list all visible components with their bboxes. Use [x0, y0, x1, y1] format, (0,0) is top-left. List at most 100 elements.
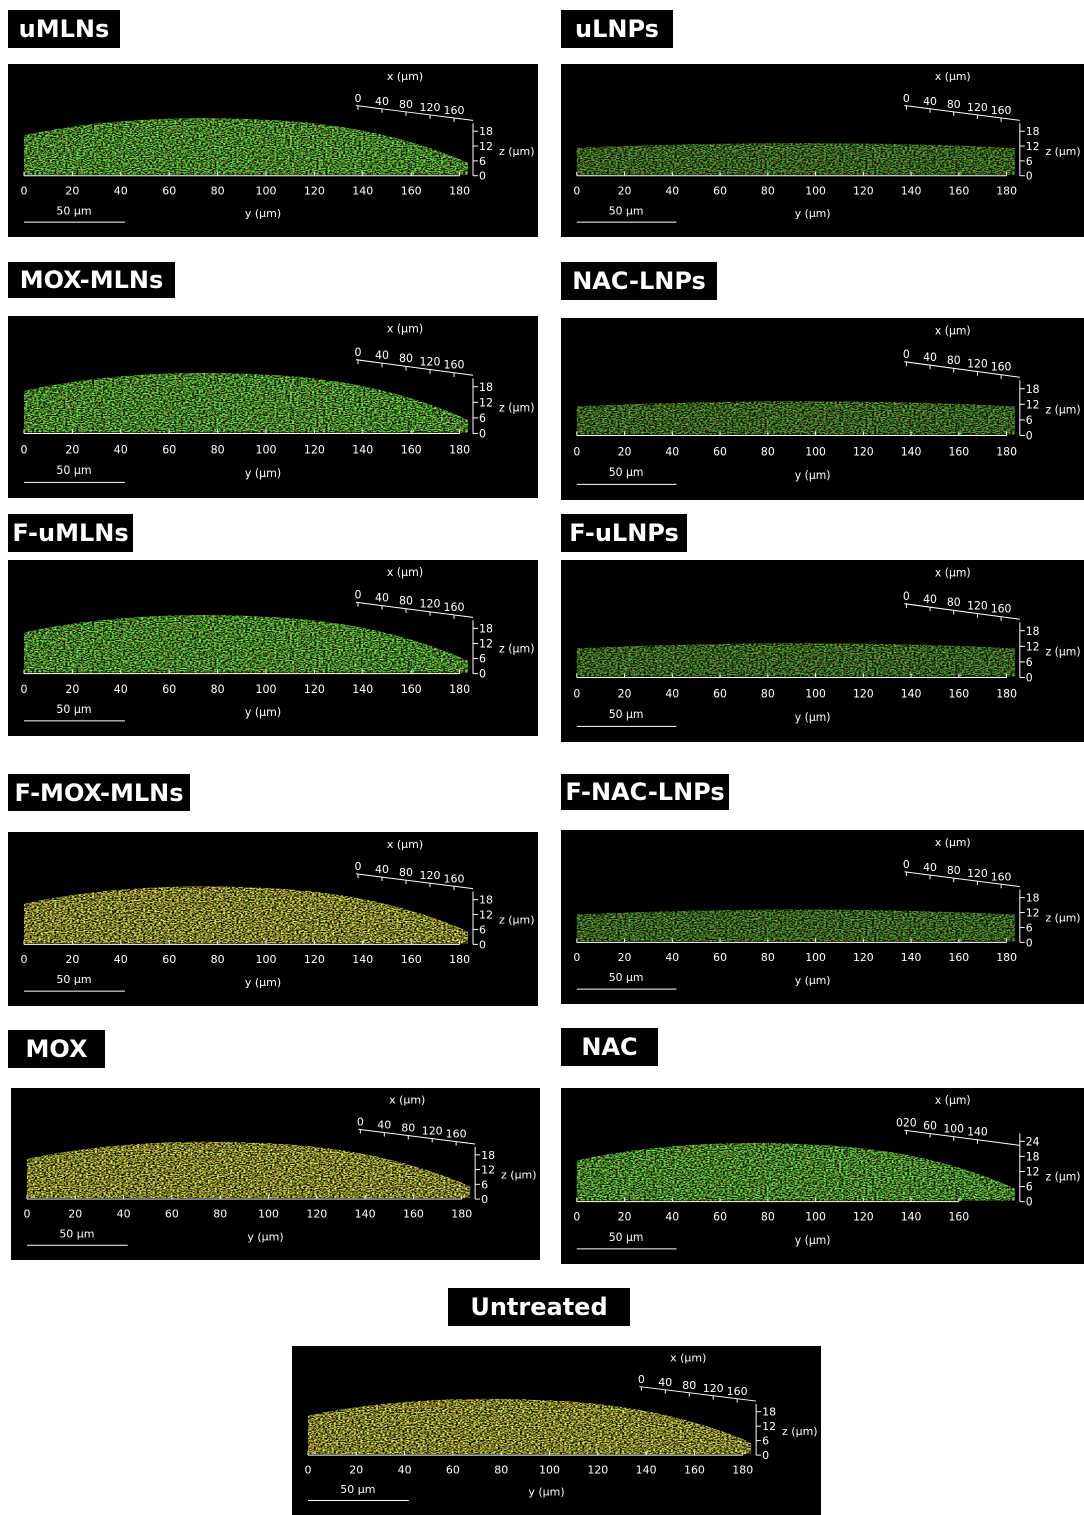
z-tick-label: 12: [479, 396, 493, 409]
panel-label: F-NAC-LNPs: [561, 774, 729, 810]
y-tick-label: 80: [211, 443, 225, 456]
y-axis-title: y (µm): [245, 976, 281, 989]
x-tick-label: 160: [444, 358, 465, 371]
y-tick-label: 160: [401, 185, 422, 198]
y-tick-label: 180: [449, 953, 470, 966]
biofilm-image: 020406080100120140160180y (µm)50 µm06121…: [561, 830, 1084, 1004]
x-tick-label: 40: [375, 95, 389, 108]
y-tick-label: 100: [805, 1211, 826, 1224]
y-tick-label: 40: [398, 1464, 412, 1477]
y-tick-label: 60: [446, 1464, 460, 1477]
scale-bar-label: 50 µm: [609, 1231, 644, 1244]
y-tick-label: 80: [761, 951, 775, 964]
y-tick-label: 180: [732, 1464, 753, 1477]
x-tick-label: 160: [991, 360, 1012, 373]
z-tick-label: 6: [1026, 155, 1033, 168]
y-tick-label: 160: [949, 445, 970, 458]
y-tick-label: 120: [304, 185, 325, 198]
x-tick-label: 120: [420, 355, 441, 368]
panel-label: NAC: [561, 1028, 658, 1066]
z-tick-label: 18: [1026, 1150, 1040, 1163]
z-tick-label: 12: [479, 909, 493, 922]
biofilm-image: 020406080100120140160180y (µm)50 µm06121…: [8, 316, 538, 498]
x-tick-label: 120: [422, 1125, 443, 1138]
y-tick-label: 20: [65, 185, 79, 198]
z-tick-label: 18: [479, 125, 493, 138]
x-tick-label: 120: [420, 869, 441, 882]
y-tick-label: 120: [853, 1211, 874, 1224]
biofilm-red: [577, 143, 1015, 175]
x-tick-label: 0: [903, 92, 910, 105]
z-tick-label: 0: [1026, 671, 1033, 684]
y-tick-label: 100: [805, 184, 826, 197]
biofilm-red: [27, 1142, 470, 1198]
y-axis-title: y (µm): [795, 974, 831, 987]
y-tick-label: 100: [805, 687, 826, 700]
x-tick-label: 80: [399, 352, 413, 365]
x-tick-label: 0: [355, 588, 362, 601]
y-tick-label: 120: [853, 951, 874, 964]
panel-svg: 020406080100120140160180y (µm)50 µm06121…: [561, 830, 1084, 1004]
y-tick-label: 20: [618, 184, 632, 197]
y-tick-label: 0: [573, 445, 580, 458]
x-tick-label: 40: [923, 593, 937, 606]
y-tick-label: 140: [901, 184, 922, 197]
z-tick-label: 0: [1026, 429, 1033, 442]
z-tick-label: 18: [479, 381, 493, 394]
y-tick-label: 80: [211, 683, 225, 696]
z-tick-label: 6: [762, 1435, 769, 1448]
y-tick-label: 80: [494, 1464, 508, 1477]
y-tick-label: 60: [162, 683, 176, 696]
x-axis-title: x (µm): [935, 1094, 971, 1107]
x-tick-label: 40: [375, 349, 389, 362]
y-axis-title: y (µm): [528, 1486, 564, 1499]
z-tick-label: 6: [479, 155, 486, 168]
y-tick-label: 60: [713, 445, 727, 458]
x-axis-title: x (µm): [387, 838, 423, 851]
y-tick-label: 20: [68, 1208, 82, 1221]
z-axis-title: z (µm): [782, 1425, 817, 1438]
x-axis-title: x (µm): [935, 566, 971, 579]
z-tick-label: 6: [1026, 414, 1033, 427]
y-tick-label: 20: [618, 1211, 632, 1224]
scale-bar-label: 50 µm: [609, 971, 644, 984]
x-axis-title: x (µm): [389, 1094, 425, 1107]
panel-label: F-MOX-MLNs: [8, 774, 190, 811]
panel-label: NAC-LNPs: [561, 262, 717, 300]
z-tick-label: 18: [1026, 625, 1040, 638]
y-axis-title: y (µm): [795, 207, 831, 220]
z-tick-label: 0: [479, 427, 486, 440]
y-tick-label: 20: [65, 683, 79, 696]
panel-svg: 020406080100120140160180y (µm)50 µm06121…: [561, 560, 1084, 742]
y-tick-label: 0: [21, 443, 28, 456]
x-tick-label: 120: [420, 101, 441, 114]
y-tick-label: 60: [162, 953, 176, 966]
y-tick-label: 60: [713, 1211, 727, 1224]
y-tick-label: 0: [23, 1208, 30, 1221]
z-tick-label: 12: [1026, 398, 1040, 411]
y-tick-label: 20: [618, 951, 632, 964]
z-axis-title: z (µm): [499, 642, 535, 655]
x-axis-title: x (µm): [387, 70, 423, 83]
x-tick-label: 40: [923, 95, 937, 108]
scale-bar-label: 50 µm: [340, 1483, 375, 1496]
y-tick-label: 140: [901, 1211, 922, 1224]
x-axis-title: x (µm): [387, 322, 423, 335]
y-axis-title: y (µm): [245, 467, 281, 480]
y-tick-label: 100: [258, 1208, 279, 1221]
panel-label: F-uMLNs: [8, 514, 133, 552]
y-tick-label: 160: [403, 1208, 424, 1221]
y-tick-label: 40: [114, 443, 128, 456]
y-tick-label: 180: [996, 184, 1017, 197]
y-tick-label: 80: [211, 953, 225, 966]
z-tick-label: 0: [479, 170, 486, 183]
y-tick-label: 60: [165, 1208, 179, 1221]
y-tick-label: 180: [451, 1208, 472, 1221]
x-tick-label: 40: [375, 592, 389, 605]
z-axis-title: z (µm): [499, 145, 535, 158]
y-tick-label: 60: [162, 185, 176, 198]
biofilm-red: [24, 118, 468, 175]
